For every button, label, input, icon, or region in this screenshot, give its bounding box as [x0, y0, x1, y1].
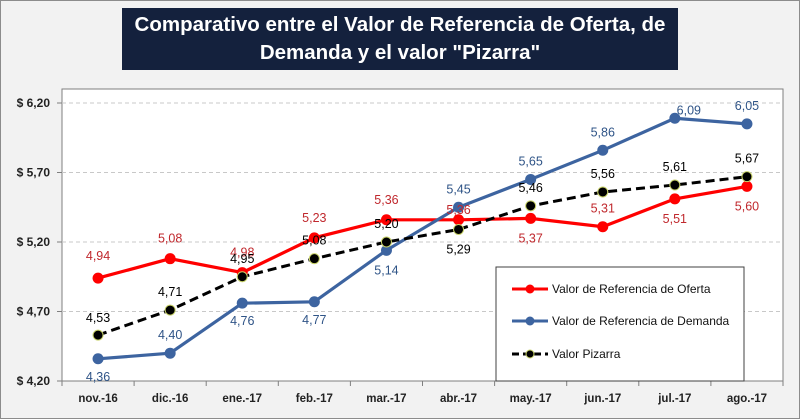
data-point: [308, 253, 320, 265]
data-label: 5,36: [374, 193, 398, 207]
data-point: [308, 296, 320, 308]
x-tick-label: ago.-17: [727, 393, 767, 405]
legend-box: [495, 266, 745, 382]
data-label: 4,36: [86, 370, 110, 384]
data-label: 5,56: [591, 167, 615, 181]
chart-title-line-1: Comparativo entre el Valor de Referencia…: [134, 13, 666, 36]
legend-swatch-marker: [525, 349, 535, 359]
data-label: 5,37: [518, 231, 542, 245]
data-point: [380, 214, 392, 226]
data-label: 5,23: [302, 211, 326, 225]
data-point: [741, 118, 753, 130]
data-label: 6,09: [677, 103, 701, 117]
x-axis: nov.-16 dic.-16 ene.-17 feb.-17 mar.-17 abr.-…: [61, 381, 784, 405]
data-label: 5,08: [158, 232, 182, 246]
legend: Valor de Referencia de Oferta Valor de Re…: [495, 266, 745, 382]
data-point: [236, 297, 248, 309]
data-label: 5,46: [518, 181, 542, 195]
data-label: 5,65: [518, 154, 542, 168]
y-tick-label: $ 5,70: [17, 166, 51, 180]
data-label: 5,29: [446, 242, 470, 256]
data-label: 4,95: [230, 252, 254, 266]
data-point: [669, 193, 681, 205]
data-point: [92, 329, 104, 341]
x-tick-label: abr.-17: [440, 393, 477, 405]
data-label: 5,14: [374, 263, 398, 277]
x-tick-label: mar.-17: [366, 393, 406, 405]
data-point: [380, 236, 392, 248]
data-label: 5,61: [663, 160, 687, 174]
data-label: 4,94: [86, 249, 110, 263]
legend-label: Valor Pizarra: [552, 347, 621, 361]
data-label: 5,60: [735, 199, 759, 213]
data-point: [525, 212, 537, 224]
data-label: 6,05: [735, 99, 759, 113]
y-tick-label: $ 4,20: [17, 374, 51, 388]
y-tick-label: $ 4,70: [17, 305, 51, 319]
y-tick-label: $ 6,20: [17, 96, 51, 110]
data-label: 4,40: [158, 328, 182, 342]
gridlines: [62, 102, 783, 312]
data-point: [741, 180, 753, 192]
data-point: [597, 144, 609, 156]
data-point: [92, 272, 104, 284]
data-label: 4,76: [230, 314, 254, 328]
data-label: 4,71: [158, 285, 182, 299]
data-label: 4,98: [230, 246, 254, 260]
legend-label: Valor de Referencia de Demanda: [552, 314, 730, 328]
data-point: [380, 244, 392, 256]
data-point: [669, 179, 681, 191]
data-label: 5,67: [735, 152, 759, 166]
y-tick-label: $ 5,20: [17, 235, 51, 249]
legend-label: Valor de Referencia de Oferta: [552, 282, 711, 296]
data-label: 5,08: [302, 234, 326, 248]
legend-swatch-marker: [525, 284, 535, 294]
x-tick-label: may.-17: [510, 393, 552, 405]
x-tick-label: nov.-16: [78, 393, 117, 405]
data-label: 5,51: [663, 212, 687, 226]
data-point: [308, 232, 320, 244]
data-point: [669, 112, 681, 124]
x-tick-label: dic.-16: [152, 393, 188, 405]
data-label: 4,53: [86, 311, 110, 325]
data-point: [597, 221, 609, 233]
legend-swatch-marker: [525, 316, 535, 326]
chart-title-line-2: Demanda y el valor "Pizarra": [259, 41, 541, 64]
series-line-0: [97, 184, 748, 280]
x-tick-label: jun.-17: [583, 393, 621, 405]
data-point: [164, 347, 176, 359]
data-point: [236, 271, 248, 283]
data-point: [164, 304, 176, 316]
data-point: [92, 353, 104, 365]
x-tick-label: ene.-17: [222, 393, 262, 405]
data-label: 5,20: [374, 217, 398, 231]
y-axis: $ 4,20 $ 4,70 $ 5,20 $ 5,70 $ 6,20: [17, 96, 62, 388]
data-label: 5,86: [591, 125, 615, 139]
data-point: [741, 171, 753, 183]
data-point: [525, 173, 537, 185]
series-line-2: [97, 175, 748, 337]
chart-title: Comparativo entre el Valor de Referencia…: [122, 8, 678, 70]
data-point: [525, 200, 537, 212]
data-point: [453, 223, 465, 235]
x-tick-label: jul.-17: [657, 393, 691, 405]
data-label: 5,45: [446, 182, 470, 196]
data-point: [453, 214, 465, 226]
data-label: 5,31: [591, 202, 615, 216]
data-point: [164, 253, 176, 265]
data-point: [597, 186, 609, 198]
data-point: [453, 201, 465, 213]
series-line-1: [97, 116, 748, 361]
x-tick-label: feb.-17: [296, 393, 333, 405]
data-label: 4,77: [302, 313, 326, 327]
series-group: [92, 112, 753, 365]
data-labels: 4,94 5,08 4,98 5,23 5,36 5,36 5,37 5,31 5,51 5,60…: [86, 99, 759, 384]
data-label: 5,36: [446, 203, 470, 217]
